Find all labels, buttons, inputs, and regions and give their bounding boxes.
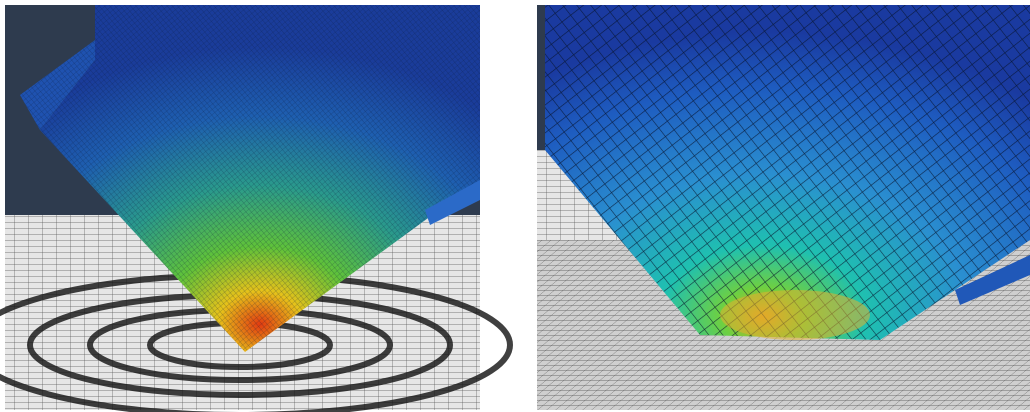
contact-zone bbox=[720, 290, 870, 340]
left-view bbox=[0, 5, 510, 412]
page bbox=[0, 0, 1030, 412]
simulation-views bbox=[0, 0, 1030, 412]
right-view bbox=[537, 5, 1030, 410]
